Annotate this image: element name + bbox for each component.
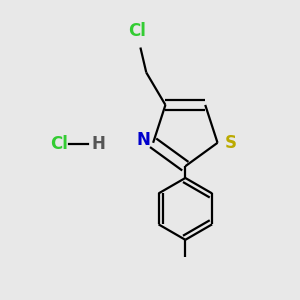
- Text: Cl: Cl: [128, 22, 146, 40]
- Text: N: N: [136, 131, 150, 149]
- Text: Cl: Cl: [50, 135, 68, 153]
- Text: H: H: [91, 135, 105, 153]
- Text: S: S: [225, 134, 237, 152]
